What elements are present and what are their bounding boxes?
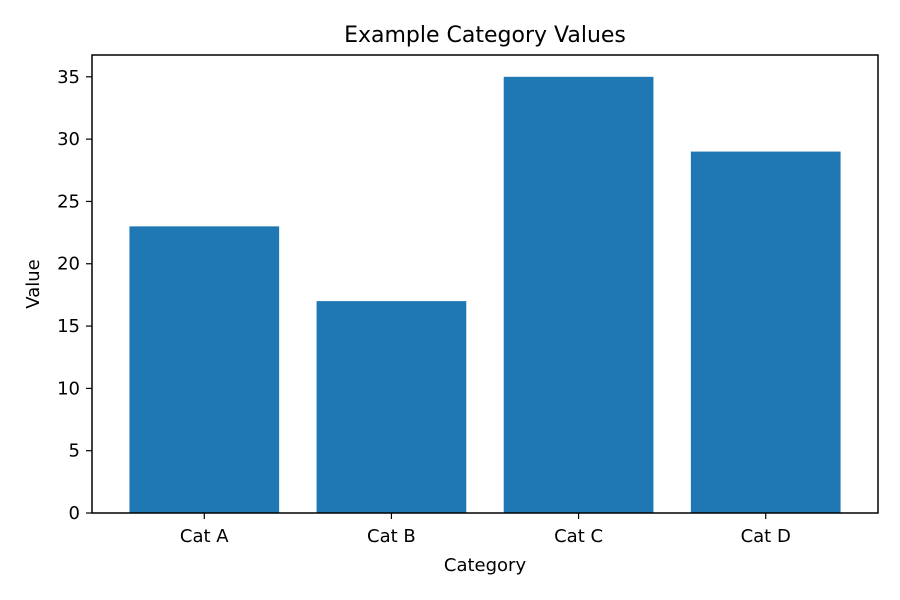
x-tick-label: Cat C bbox=[554, 526, 603, 547]
x-tick-label: Cat B bbox=[367, 526, 416, 547]
y-tick-label: 0 bbox=[69, 503, 80, 524]
y-axis: 0 5 10 15 20 25 30 35 bbox=[57, 67, 92, 524]
bar-cat-d bbox=[690, 151, 841, 514]
x-tick-label: Cat A bbox=[180, 526, 229, 547]
y-axis-label: Value bbox=[23, 259, 44, 308]
chart-title: Example Category Values bbox=[344, 23, 626, 48]
y-tick-label: 10 bbox=[57, 378, 80, 399]
x-tick-label: Cat D bbox=[741, 526, 791, 547]
x-axis: Cat A Cat B Cat C Cat D bbox=[180, 513, 791, 547]
y-tick-label: 20 bbox=[57, 254, 80, 275]
bar-cat-a bbox=[129, 226, 280, 514]
plot-frame bbox=[91, 54, 879, 514]
y-tick-label: 15 bbox=[57, 316, 80, 337]
bar-cat-c bbox=[503, 76, 654, 514]
y-tick-label: 30 bbox=[57, 129, 80, 150]
y-tick-label: 5 bbox=[69, 441, 80, 462]
y-tick-label: 35 bbox=[57, 67, 80, 88]
x-axis-label: Category bbox=[444, 555, 527, 576]
bar-cat-b bbox=[316, 301, 467, 513]
bars-layer bbox=[129, 76, 841, 514]
y-tick-label: 25 bbox=[57, 191, 80, 212]
